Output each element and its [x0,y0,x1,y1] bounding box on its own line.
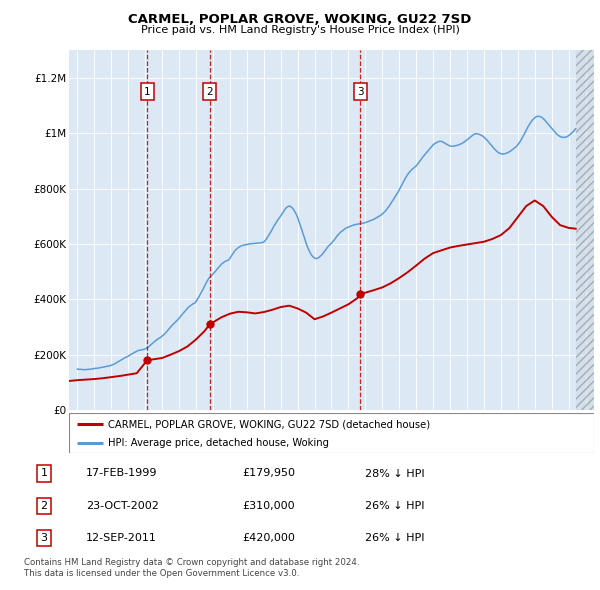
Text: 23-OCT-2002: 23-OCT-2002 [86,501,158,511]
Text: 1: 1 [144,87,151,97]
Text: 3: 3 [40,533,47,543]
Text: 28% ↓ HPI: 28% ↓ HPI [365,468,424,478]
Text: 26% ↓ HPI: 26% ↓ HPI [365,501,424,511]
Text: 1: 1 [40,468,47,478]
Text: HPI: Average price, detached house, Woking: HPI: Average price, detached house, Woki… [109,438,329,448]
Text: 2: 2 [40,501,47,511]
Text: £420,000: £420,000 [242,533,295,543]
Text: CARMEL, POPLAR GROVE, WOKING, GU22 7SD (detached house): CARMEL, POPLAR GROVE, WOKING, GU22 7SD (… [109,419,431,430]
Text: 2: 2 [206,87,213,97]
Text: 12-SEP-2011: 12-SEP-2011 [86,533,157,543]
Bar [576,50,594,410]
Text: 17-FEB-1999: 17-FEB-1999 [86,468,157,478]
Bar [576,50,594,410]
Text: 26% ↓ HPI: 26% ↓ HPI [365,533,424,543]
Text: £310,000: £310,000 [242,501,295,511]
Text: CARMEL, POPLAR GROVE, WOKING, GU22 7SD: CARMEL, POPLAR GROVE, WOKING, GU22 7SD [128,13,472,26]
Text: Price paid vs. HM Land Registry's House Price Index (HPI): Price paid vs. HM Land Registry's House … [140,25,460,35]
Text: 3: 3 [357,87,364,97]
Text: Contains HM Land Registry data © Crown copyright and database right 2024.
This d: Contains HM Land Registry data © Crown c… [24,558,359,578]
Text: £179,950: £179,950 [242,468,295,478]
FancyBboxPatch shape [69,413,594,453]
